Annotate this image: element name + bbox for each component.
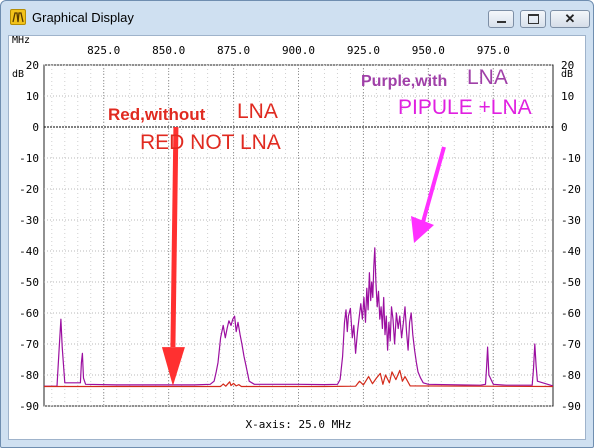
x-tick-label: 825.0 <box>87 44 120 57</box>
x-tick-label: 975.0 <box>477 44 510 57</box>
y-tick-label-right: -90 <box>561 400 581 413</box>
y-tick-label-right: -50 <box>561 276 581 289</box>
window-title: Graphical Display <box>32 10 134 25</box>
y-tick-label-left: -10 <box>19 152 39 165</box>
app-icon[interactable] <box>10 9 26 25</box>
series-line-0 <box>44 247 554 387</box>
y-tick-label-right: -40 <box>561 245 581 258</box>
x-tick-label: 900.0 <box>282 44 315 57</box>
y-tick-label-right: 10 <box>561 90 574 103</box>
chart-panel: 20 20 10 10 0 0 -10 -10 -20 -20 -30 -30 -40 -40 -50 -50… <box>8 35 586 440</box>
y-tick-label-left: 10 <box>26 90 39 103</box>
magenta-arrow-head <box>411 216 434 243</box>
y-tick-label-left: -90 <box>19 400 39 413</box>
y-tick-label-right: -60 <box>561 307 581 320</box>
red-lna-label: LNA <box>237 100 278 123</box>
series-line-1 <box>44 369 554 388</box>
maximize-button[interactable] <box>520 10 546 28</box>
title-bar[interactable]: Graphical Display ✕ <box>1 1 593 35</box>
y-tick-label-right: 0 <box>561 121 568 134</box>
x-axis-label: X-axis: 25.0 MHz <box>246 418 352 431</box>
red-arrow-shaft <box>170 126 179 348</box>
x-unit-label: MHz <box>12 36 30 46</box>
y-tick-label-right: -80 <box>561 369 581 382</box>
y-unit-label-right: dB <box>561 69 573 80</box>
y-tick-label-right: -20 <box>561 183 581 196</box>
spectrum-chart: 20 20 10 10 0 0 -10 -10 -20 -20 -30 -30 -40 -40 -50 -50… <box>12 36 581 431</box>
y-tick-label-left: 0 <box>32 121 39 134</box>
close-icon: ✕ <box>564 11 576 26</box>
y-tick-label-left: 20 <box>26 59 39 72</box>
minimize-icon <box>496 21 506 23</box>
y-unit-label-left: dB <box>12 69 24 80</box>
red-without-label: Red,without <box>108 105 206 124</box>
red-not-lna-label: RED NOT LNA <box>140 131 281 154</box>
red-arrow-head <box>161 347 185 386</box>
y-tick-label-left: -80 <box>19 369 39 382</box>
y-tick-label-left: -70 <box>19 338 39 351</box>
y-tick-label-left: -50 <box>19 276 39 289</box>
pipule-lna-label: PIPULE +LNA <box>398 96 532 119</box>
close-button[interactable]: ✕ <box>550 10 590 28</box>
y-tick-label-left: -20 <box>19 183 39 196</box>
x-tick-label: 875.0 <box>217 44 250 57</box>
purple-lna-label: LNA <box>467 66 508 89</box>
y-tick-label-right: -10 <box>561 152 581 165</box>
x-tick-label: 950.0 <box>412 44 445 57</box>
y-tick-label-right: -30 <box>561 214 581 227</box>
magenta-arrow-shaft <box>421 146 446 223</box>
y-tick-label-left: -40 <box>19 245 39 258</box>
minimize-button[interactable] <box>488 10 514 28</box>
y-tick-label-right: -70 <box>561 338 581 351</box>
y-tick-label-right: 20 <box>561 59 574 72</box>
y-tick-label-left: -30 <box>19 214 39 227</box>
x-tick-label: 925.0 <box>347 44 380 57</box>
y-tick-label-left: -60 <box>19 307 39 320</box>
purple-with-label: Purple,with <box>361 73 448 90</box>
x-tick-label: 850.0 <box>152 44 185 57</box>
maximize-icon <box>527 14 539 24</box>
